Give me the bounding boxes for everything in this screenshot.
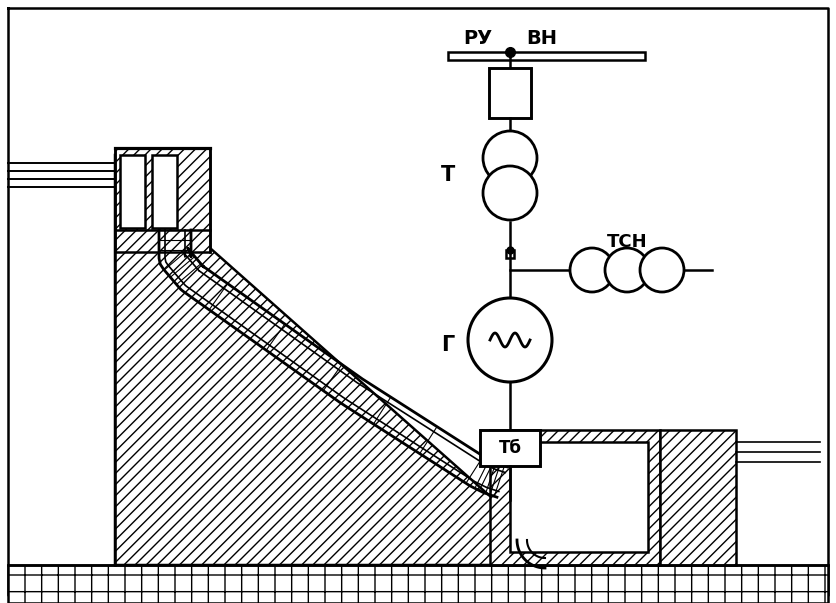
Polygon shape	[115, 148, 210, 252]
Circle shape	[483, 166, 537, 220]
Circle shape	[468, 298, 552, 382]
Polygon shape	[510, 442, 648, 552]
Text: Г: Г	[441, 335, 455, 355]
Polygon shape	[490, 430, 660, 565]
Bar	[489, 68, 531, 118]
Bar	[152, 155, 177, 228]
Circle shape	[483, 131, 537, 185]
Polygon shape	[660, 430, 736, 565]
Text: ТСН: ТСН	[607, 233, 647, 251]
Polygon shape	[115, 155, 650, 565]
Circle shape	[605, 248, 649, 292]
Bar	[120, 155, 145, 228]
Bar	[506, 250, 514, 258]
Bar	[8, 565, 828, 603]
Text: Т: Т	[441, 165, 455, 185]
Circle shape	[640, 248, 684, 292]
Bar	[480, 430, 540, 466]
Text: Тб: Тб	[498, 439, 522, 457]
Text: РУ: РУ	[463, 28, 492, 48]
Text: ВН: ВН	[526, 28, 557, 48]
Bar	[448, 52, 645, 60]
Circle shape	[570, 248, 614, 292]
